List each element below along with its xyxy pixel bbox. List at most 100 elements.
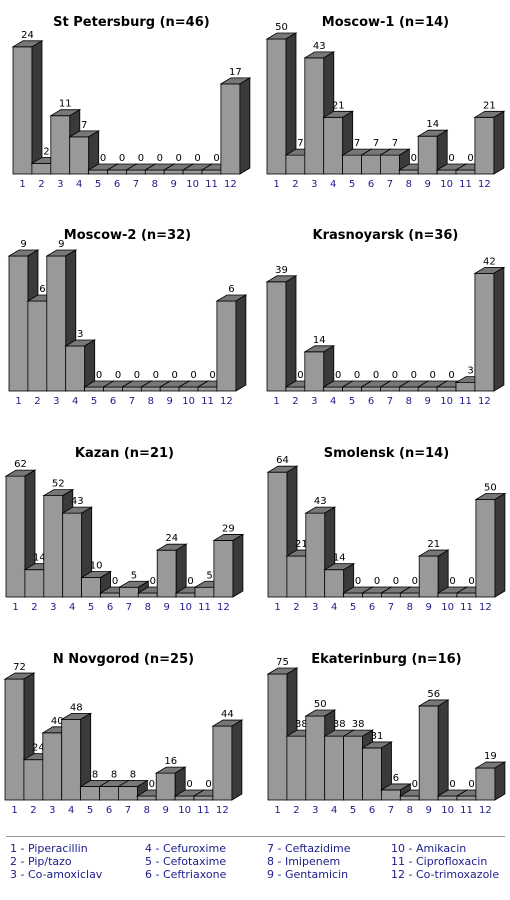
bar-front xyxy=(144,169,165,175)
bar-front xyxy=(193,795,214,801)
category-label: 6 xyxy=(110,396,116,407)
bar-front xyxy=(436,386,457,392)
category-label: 12 xyxy=(220,396,233,407)
data-label: 0 xyxy=(411,153,417,164)
bar-front xyxy=(304,351,325,392)
category-label: 5 xyxy=(88,602,94,613)
category-label: 6 xyxy=(369,602,375,613)
category-label: 8 xyxy=(407,805,413,816)
data-label: 0 xyxy=(205,779,211,790)
category-label: 2 xyxy=(31,602,37,613)
bar-front xyxy=(81,577,101,598)
bar-front xyxy=(119,586,139,598)
chart-title: Smolensk (n=14) xyxy=(324,446,449,461)
data-label: 24 xyxy=(165,533,178,544)
category-label: 6 xyxy=(368,396,374,407)
bar-front xyxy=(220,83,241,175)
category-label: 4 xyxy=(331,805,337,816)
category-label: 1 xyxy=(273,396,279,407)
legend-item-cefotaxime: 5 - Cefotaxime xyxy=(145,855,227,868)
chart-panel-7: N Novgorod (n=25)72124240348485868708169… xyxy=(3,652,244,816)
data-label: 31 xyxy=(371,731,384,742)
bar-front xyxy=(12,46,33,175)
data-label: 7 xyxy=(297,138,303,149)
category-label: 10 xyxy=(178,805,191,816)
category-label: 12 xyxy=(224,179,237,190)
category-label: 7 xyxy=(129,396,135,407)
data-label: 6 xyxy=(39,284,45,295)
bar-front xyxy=(324,569,345,598)
category-label: 7 xyxy=(387,179,393,190)
category-label: 5 xyxy=(350,805,356,816)
legend-item-piperacillin: 1 - Piperacillin xyxy=(10,842,88,855)
data-label: 6 xyxy=(393,773,399,784)
category-label: 4 xyxy=(76,179,82,190)
data-label: 38 xyxy=(295,719,308,730)
data-label: 0 xyxy=(430,370,436,381)
data-label: 24 xyxy=(32,743,45,754)
data-label: 0 xyxy=(449,576,455,587)
bar-front xyxy=(323,116,344,175)
bar-front xyxy=(178,386,199,392)
data-label: 14 xyxy=(313,335,326,346)
category-label: 5 xyxy=(91,396,97,407)
category-label: 8 xyxy=(407,602,413,613)
chart-panel-1: St Petersburg (n=46)24122113740506070809… xyxy=(11,15,252,190)
category-label: 7 xyxy=(388,805,394,816)
bar-front xyxy=(61,718,82,801)
bar xyxy=(211,719,244,801)
bar-front xyxy=(155,772,176,801)
bar-front xyxy=(436,169,457,175)
data-label: 38 xyxy=(333,719,346,730)
category-label: 9 xyxy=(425,179,431,190)
bar-front xyxy=(474,116,495,175)
charts-canvas: St Petersburg (n=46)24122113740506070809… xyxy=(3,15,507,816)
bar-side xyxy=(239,77,251,175)
data-label: 0 xyxy=(176,153,182,164)
bar-front xyxy=(103,386,123,392)
bar-front xyxy=(456,592,477,598)
bar-side xyxy=(437,699,449,801)
data-label: 3 xyxy=(467,366,473,377)
category-label: 10 xyxy=(440,179,453,190)
bar-front xyxy=(266,281,287,392)
bar-front xyxy=(286,735,307,801)
category-label: 12 xyxy=(217,602,230,613)
bar-front xyxy=(305,715,326,801)
data-label: 50 xyxy=(484,483,497,494)
category-label: 10 xyxy=(440,396,453,407)
data-label: 17 xyxy=(229,67,242,78)
legend: 1 - Piperacillin 2 - Pip/tazo 3 - Co-amo… xyxy=(10,842,508,896)
data-label: 16 xyxy=(164,756,177,767)
bar xyxy=(303,345,336,392)
category-label: 11 xyxy=(198,602,211,613)
category-label: 6 xyxy=(106,805,112,816)
data-label: 24 xyxy=(21,30,34,41)
data-label: 21 xyxy=(427,539,440,550)
data-label: 0 xyxy=(209,370,215,381)
bar xyxy=(11,40,44,175)
legend-item-gentamicin: 9 - Gentamicin xyxy=(267,868,349,881)
bar-front xyxy=(99,786,119,801)
data-label: 75 xyxy=(276,657,289,668)
category-label: 10 xyxy=(179,602,192,613)
category-label: 9 xyxy=(163,805,169,816)
data-label: 8 xyxy=(130,770,136,781)
category-label: 1 xyxy=(11,805,17,816)
bar-front xyxy=(8,255,29,392)
bar-front xyxy=(137,592,158,598)
chart-title: Kazan (n=21) xyxy=(75,446,174,461)
legend-item-co-trimoxazole: 12 - Co-trimoxazole xyxy=(391,868,500,881)
bar xyxy=(155,543,188,598)
data-label: 14 xyxy=(33,553,46,564)
bar-side xyxy=(493,110,505,175)
bar-front xyxy=(42,732,63,801)
bar-front xyxy=(475,499,496,598)
bar xyxy=(474,492,507,598)
bar-front xyxy=(286,555,307,598)
data-label: 0 xyxy=(187,576,193,587)
category-label: 11 xyxy=(201,396,214,407)
bar-front xyxy=(174,795,195,801)
bar-front xyxy=(379,386,400,392)
data-label: 38 xyxy=(352,719,365,730)
